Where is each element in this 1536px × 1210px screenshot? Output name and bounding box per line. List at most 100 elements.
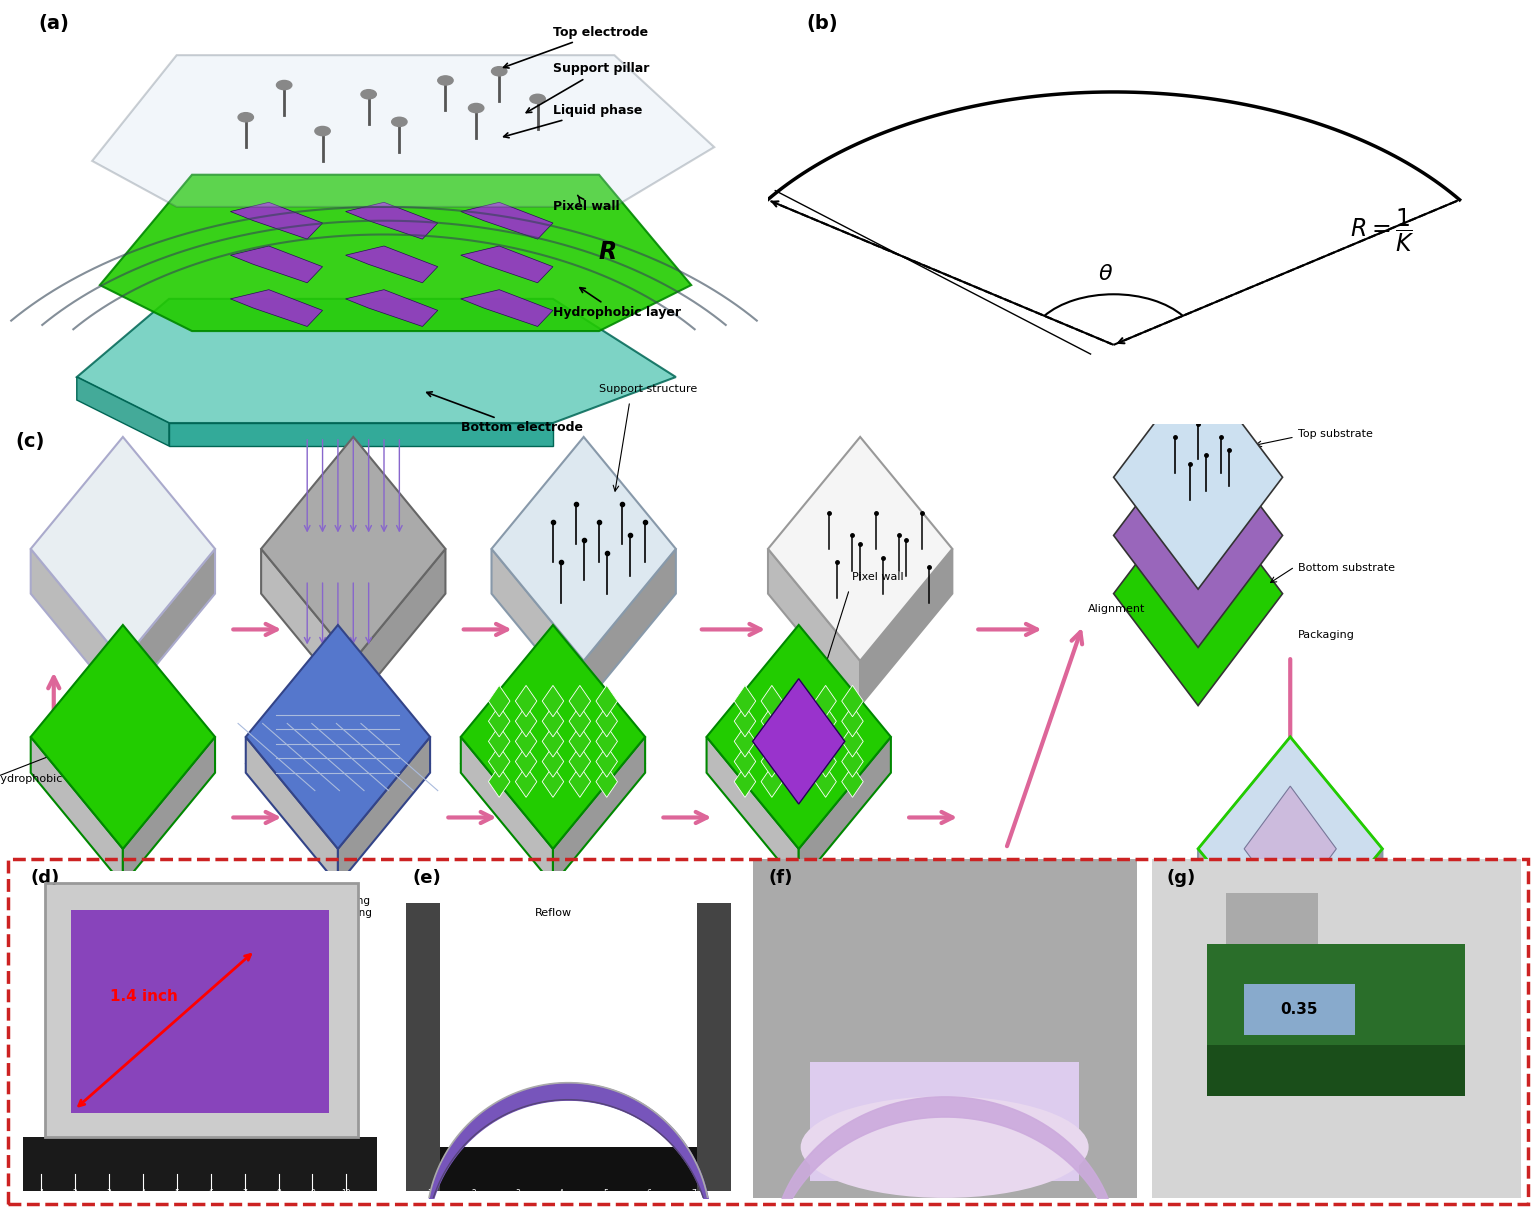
Text: (e): (e) (413, 869, 442, 887)
Polygon shape (1290, 849, 1382, 997)
Text: 7: 7 (691, 1189, 696, 1198)
Text: Top substrate: Top substrate (1298, 428, 1373, 439)
Polygon shape (246, 624, 430, 849)
Polygon shape (596, 726, 617, 757)
Polygon shape (461, 624, 645, 849)
Text: 2: 2 (72, 1189, 77, 1198)
Polygon shape (461, 202, 553, 240)
Polygon shape (230, 246, 323, 283)
Polygon shape (346, 289, 438, 327)
Bar (45, 883, 358, 1137)
Text: Pixel wall: Pixel wall (553, 195, 619, 213)
Polygon shape (31, 624, 215, 849)
Text: Support pillar: Support pillar (527, 63, 650, 113)
Polygon shape (842, 726, 863, 757)
Polygon shape (542, 745, 564, 777)
Polygon shape (1198, 737, 1382, 961)
Text: Top electrode: Top electrode (504, 25, 648, 68)
Circle shape (315, 126, 330, 136)
Polygon shape (734, 745, 756, 777)
Polygon shape (707, 624, 891, 849)
Polygon shape (488, 726, 510, 757)
Polygon shape (760, 685, 782, 716)
Circle shape (276, 81, 292, 90)
Polygon shape (515, 766, 538, 797)
Text: Bottom electrode: Bottom electrode (427, 392, 582, 434)
Circle shape (392, 117, 407, 126)
Polygon shape (346, 246, 438, 283)
Text: 7: 7 (243, 1189, 247, 1198)
Text: $R = \dfrac{1}{K}$: $R = \dfrac{1}{K}$ (1350, 206, 1415, 254)
Text: $\theta$: $\theta$ (1098, 265, 1114, 284)
Polygon shape (492, 549, 584, 705)
Polygon shape (753, 679, 845, 803)
Polygon shape (246, 737, 338, 885)
Polygon shape (814, 685, 836, 716)
Bar (1207, 944, 1465, 1045)
Polygon shape (760, 745, 782, 777)
Polygon shape (542, 685, 564, 716)
Text: Hydrophobic layer: Hydrophobic layer (553, 288, 680, 319)
Bar (1226, 893, 1318, 944)
Bar (1207, 1045, 1465, 1096)
Circle shape (530, 94, 545, 103)
Text: Baking: Baking (565, 720, 602, 730)
Text: (d): (d) (31, 869, 60, 887)
Text: Packaging: Packaging (1298, 630, 1355, 640)
Polygon shape (1198, 849, 1290, 997)
Polygon shape (799, 737, 891, 885)
Polygon shape (261, 437, 445, 661)
Polygon shape (734, 685, 756, 716)
Polygon shape (1114, 482, 1283, 705)
Polygon shape (814, 705, 836, 737)
Polygon shape (100, 174, 691, 332)
Polygon shape (515, 726, 538, 757)
Polygon shape (768, 437, 952, 661)
Polygon shape (492, 437, 676, 661)
Polygon shape (734, 726, 756, 757)
Polygon shape (461, 289, 553, 327)
Bar (45, 883, 358, 1137)
Polygon shape (596, 745, 617, 777)
Polygon shape (261, 549, 353, 705)
Text: 1: 1 (427, 1189, 432, 1198)
Polygon shape (31, 737, 123, 885)
Text: Pixel wall: Pixel wall (852, 572, 905, 582)
Text: 0.35: 0.35 (1281, 1002, 1318, 1018)
Polygon shape (568, 685, 590, 716)
Text: Alignment: Alignment (1087, 604, 1144, 613)
Text: (f): (f) (768, 869, 793, 887)
Polygon shape (123, 737, 215, 885)
Bar (406, 1147, 731, 1191)
Polygon shape (542, 766, 564, 797)
Polygon shape (1114, 365, 1283, 589)
Polygon shape (77, 299, 676, 424)
Bar (1244, 985, 1355, 1036)
Polygon shape (461, 652, 645, 876)
Polygon shape (842, 685, 863, 716)
Polygon shape (860, 549, 952, 705)
Text: (c): (c) (15, 432, 45, 451)
Circle shape (361, 90, 376, 99)
Polygon shape (123, 549, 215, 705)
Polygon shape (230, 289, 323, 327)
Circle shape (468, 103, 484, 113)
Polygon shape (596, 766, 617, 797)
Text: Photoetching: Photoetching (316, 720, 390, 730)
Polygon shape (734, 705, 756, 737)
Text: Hydrophobic layer: Hydrophobic layer (0, 773, 94, 784)
Polygon shape (353, 549, 445, 705)
Polygon shape (768, 549, 860, 705)
Polygon shape (488, 705, 510, 737)
Text: Spin coating
Surface modification: Spin coating Surface modification (65, 692, 172, 714)
Polygon shape (246, 652, 430, 876)
Polygon shape (338, 737, 430, 885)
Text: 3: 3 (106, 1189, 112, 1198)
Text: Reflow: Reflow (535, 908, 571, 918)
Polygon shape (488, 745, 510, 777)
Text: 3: 3 (515, 1189, 521, 1198)
Text: 5: 5 (604, 1189, 608, 1198)
Bar (71, 910, 329, 1113)
Polygon shape (596, 685, 617, 716)
Text: Liquid phase: Liquid phase (504, 104, 642, 138)
